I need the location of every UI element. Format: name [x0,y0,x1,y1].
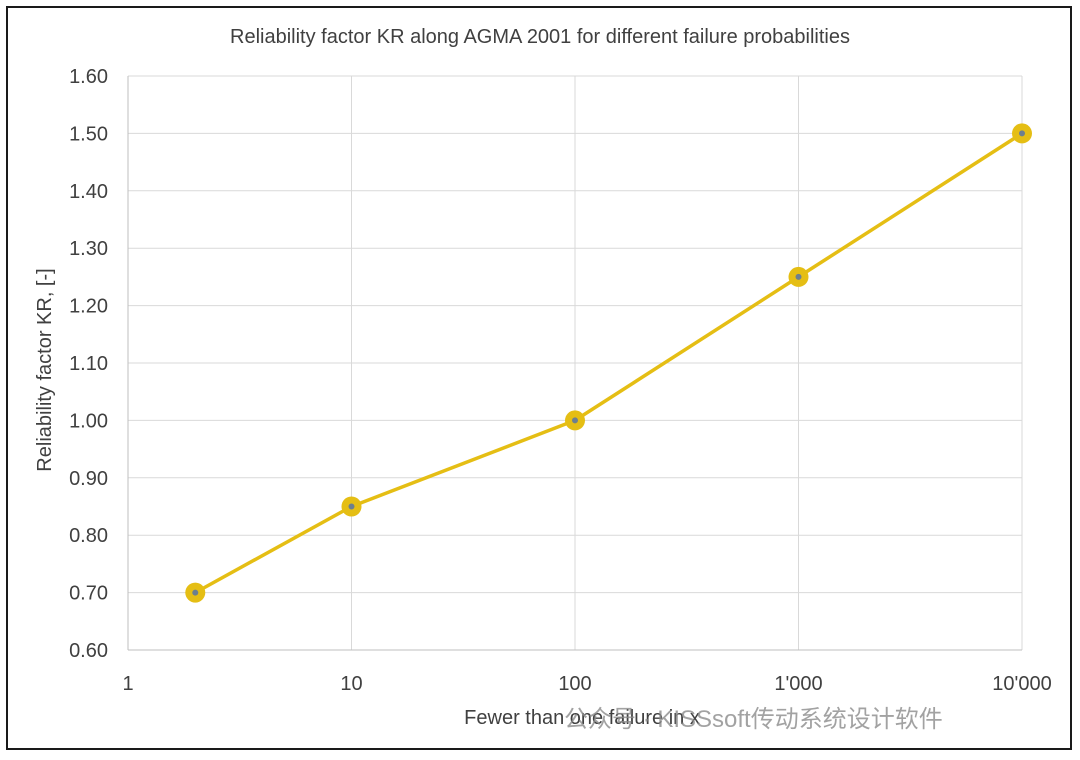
y-tick-label: 1.20 [69,296,108,318]
x-axis-title: Fewer than one failure in x [464,707,700,729]
data-point [341,496,362,517]
y-tick-label: 1.10 [69,353,108,375]
data-point [1012,123,1032,144]
y-tick-label: 0.70 [69,583,108,605]
watermark-text: 公众号 · KISSsoft传动系统设计软件 [564,706,943,733]
x-tick-label: 10 [340,673,362,695]
y-tick-label: 1.00 [69,410,108,432]
tick-labels: 0.60 0.70 0.80 0.90 1.00 1.10 1.20 1.30 1.40 1.50… [69,66,1052,695]
y-tick-label: 1.50 [69,123,108,145]
chart-svg: 0.60 0.70 0.80 0.90 1.00 1.10 1.20 1.30 1.40 1.50… [34,26,1052,733]
y-axis-title: Reliability factor KR, [-] [34,268,56,471]
y-tick-label: 1.60 [69,66,108,88]
data-point-center [795,273,802,280]
y-tick-label: 0.90 [69,468,108,490]
y-tick-label: 1.30 [69,238,108,260]
x-tick-label: 1 [122,673,133,695]
data-point-center [1019,130,1025,137]
data-point [788,266,809,287]
x-tick-label: 100 [558,673,591,695]
gridlines [127,75,1023,651]
data-point [185,582,206,603]
y-tick-label: 0.60 [69,640,108,662]
x-tick-label: 10'000 [992,673,1051,695]
x-tick-label: 1'000 [774,673,822,695]
data-point-center [572,417,578,424]
axes [127,76,1022,651]
data-point [565,410,585,431]
chart-frame: 0.60 0.70 0.80 0.90 1.00 1.10 1.20 1.30 1.40 1.50… [6,6,1072,750]
chart-title: Reliability factor KR along AGMA 2001 fo… [230,26,850,48]
data-series [185,123,1032,603]
y-tick-label: 0.80 [69,525,108,547]
data-point-center [192,589,199,596]
y-tick-label: 1.40 [69,181,108,203]
data-point-center [348,503,355,510]
